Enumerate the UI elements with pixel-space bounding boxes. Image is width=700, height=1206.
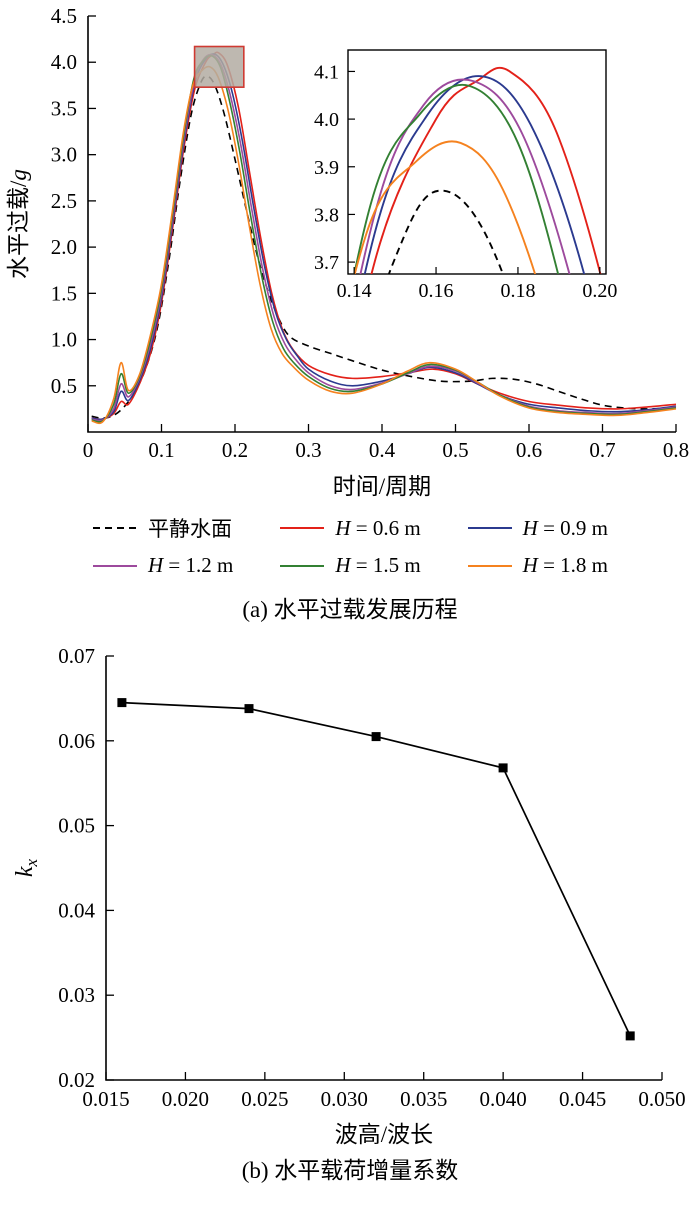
legend-line-sample — [92, 527, 137, 529]
y-tick-label: 3.0 — [51, 143, 77, 167]
legend-label: H = 1.5 m — [335, 553, 421, 577]
x-tick-label: 0.5 — [442, 438, 468, 462]
svg-text:4.1: 4.1 — [314, 61, 339, 83]
y-tick-label: 1.5 — [51, 281, 77, 305]
legend-item-h18: H = 1.8 m — [467, 553, 608, 578]
legend-item-calm: 平静水面 — [92, 513, 233, 543]
x-tick-label: 0.035 — [400, 1087, 447, 1111]
x-tick-label: 0.8 — [663, 438, 689, 462]
inset-tick-labels: 0.14 0.16 0.18 0.20 3.7 3.8 3.9 4.0 4.1 — [314, 61, 617, 302]
svg-text:0.14: 0.14 — [337, 280, 372, 302]
legend-label: 平静水面 — [147, 517, 232, 541]
series-kx-line — [121, 701, 631, 1037]
legend-item-h09: H = 0.9 m — [467, 513, 608, 543]
y-tick-label: 0.5 — [51, 374, 77, 398]
chart-b-tick-labels: 0.015 0.020 0.025 0.030 0.035 0.040 0.045 0.050… — [58, 644, 685, 1111]
chart-b-ticks — [105, 655, 663, 1081]
x-tick-label: 0.025 — [241, 1087, 288, 1111]
inset-zoom-plot: 0.14 0.16 0.18 0.20 3.7 3.8 3.9 4.0 4.1 — [314, 49, 617, 302]
x-tick-label: 0.050 — [638, 1087, 685, 1111]
x-tick-label: 0.3 — [295, 438, 321, 462]
data-point-marker — [625, 1031, 635, 1041]
chart-b-xlabel: 波高/波长 — [335, 1122, 433, 1145]
legend-label: H = 1.8 m — [522, 553, 609, 577]
x-tick-label: 0.2 — [222, 438, 248, 462]
x-tick-label: 0.7 — [589, 438, 615, 462]
y-tick-label: 4.5 — [51, 4, 77, 28]
inset-ticks — [348, 70, 601, 274]
series-h06 — [91, 51, 677, 421]
svg-text:4.0: 4.0 — [314, 109, 339, 131]
chart-a-caption: (a) 水平过载发展历程 — [242, 597, 458, 622]
legend-line-sample — [92, 564, 137, 567]
legend-label: H = 0.6 m — [335, 515, 421, 540]
legend-line-sample — [280, 564, 325, 567]
x-tick-label: 0.4 — [369, 438, 396, 462]
chart-a-tick-labels: 0 0.1 0.2 0.3 0.4 0.5 0.6 0.7 0.8 0.5 1.0 1.5 2.0 2.5… — [51, 4, 689, 462]
svg-text:0.20: 0.20 — [582, 280, 617, 302]
data-point-marker — [117, 698, 127, 708]
chart-a-ticks — [87, 15, 677, 432]
data-point-marker — [371, 732, 381, 742]
chart-b-caption: (b) 水平载荷增量系数 — [241, 1158, 459, 1183]
series-h18 — [91, 65, 677, 425]
x-tick-label: 0.020 — [162, 1087, 209, 1111]
y-tick-label: 0.06 — [58, 729, 95, 753]
svg-text:3.7: 3.7 — [314, 252, 339, 274]
x-tick-label: 0.030 — [321, 1087, 368, 1111]
x-tick-label: 0.1 — [148, 438, 174, 462]
chart-a-series — [91, 51, 677, 425]
legend-item-h15: H = 1.5 m — [279, 553, 421, 578]
legend-item-h12: H = 1.2 m — [92, 553, 233, 578]
svg-text:0.16: 0.16 — [419, 280, 454, 302]
svg-text:3.8: 3.8 — [314, 204, 339, 226]
svg-text:0.18: 0.18 — [500, 280, 535, 302]
chart-a-xlabel: 时间/周期 — [333, 474, 431, 499]
y-tick-label: 2.5 — [51, 189, 77, 213]
highlight-box — [193, 45, 245, 88]
legend-label: H = 0.9 m — [522, 515, 609, 540]
chart-b-ylabel: kx — [12, 858, 41, 877]
legend-label: H = 1.2 m — [147, 553, 234, 577]
x-tick-label: 0 — [83, 438, 94, 462]
legend-line-sample — [467, 564, 512, 567]
series-h15 — [91, 54, 677, 423]
legend-line-sample — [280, 527, 325, 529]
y-tick-label: 2.0 — [51, 235, 77, 259]
chart-a-legend: 平静水面 H = 0.6 m H = 0.9 m H = 1.2 m H = 1.5 m… — [0, 513, 700, 578]
legend-line-sample — [467, 527, 512, 529]
chart-b-axes — [105, 656, 662, 1081]
chart-b-increment-coefficient: 0.015 0.020 0.025 0.030 0.035 0.040 0.045 0.050… — [12, 644, 686, 1145]
x-tick-label: 0.015 — [82, 1087, 129, 1111]
y-tick-label: 0.05 — [58, 814, 95, 838]
chart-a-ylabel: 水平过载/g — [6, 169, 31, 279]
y-tick-label: 0.07 — [58, 644, 95, 668]
y-tick-label: 0.02 — [58, 1068, 95, 1092]
legend-item-h06: H = 0.6 m — [279, 513, 421, 543]
y-tick-label: 3.5 — [51, 96, 77, 120]
y-tick-label: 4.0 — [51, 50, 77, 74]
chart-a-overload-history: 0 0.1 0.2 0.3 0.4 0.5 0.6 0.7 0.8 0.5 1.0 1.5 2.0 2.5… — [6, 4, 689, 499]
y-tick-label: 0.04 — [58, 898, 95, 922]
x-tick-label: 0.045 — [559, 1087, 606, 1111]
data-point-marker — [498, 763, 508, 773]
y-tick-label: 0.03 — [58, 983, 95, 1007]
svg-text:3.9: 3.9 — [314, 157, 339, 179]
series-kx-markers — [117, 698, 635, 1041]
y-tick-label: 1.0 — [51, 328, 77, 352]
x-tick-label: 0.040 — [480, 1087, 527, 1111]
x-tick-label: 0.6 — [516, 438, 542, 462]
data-point-marker — [244, 704, 254, 714]
